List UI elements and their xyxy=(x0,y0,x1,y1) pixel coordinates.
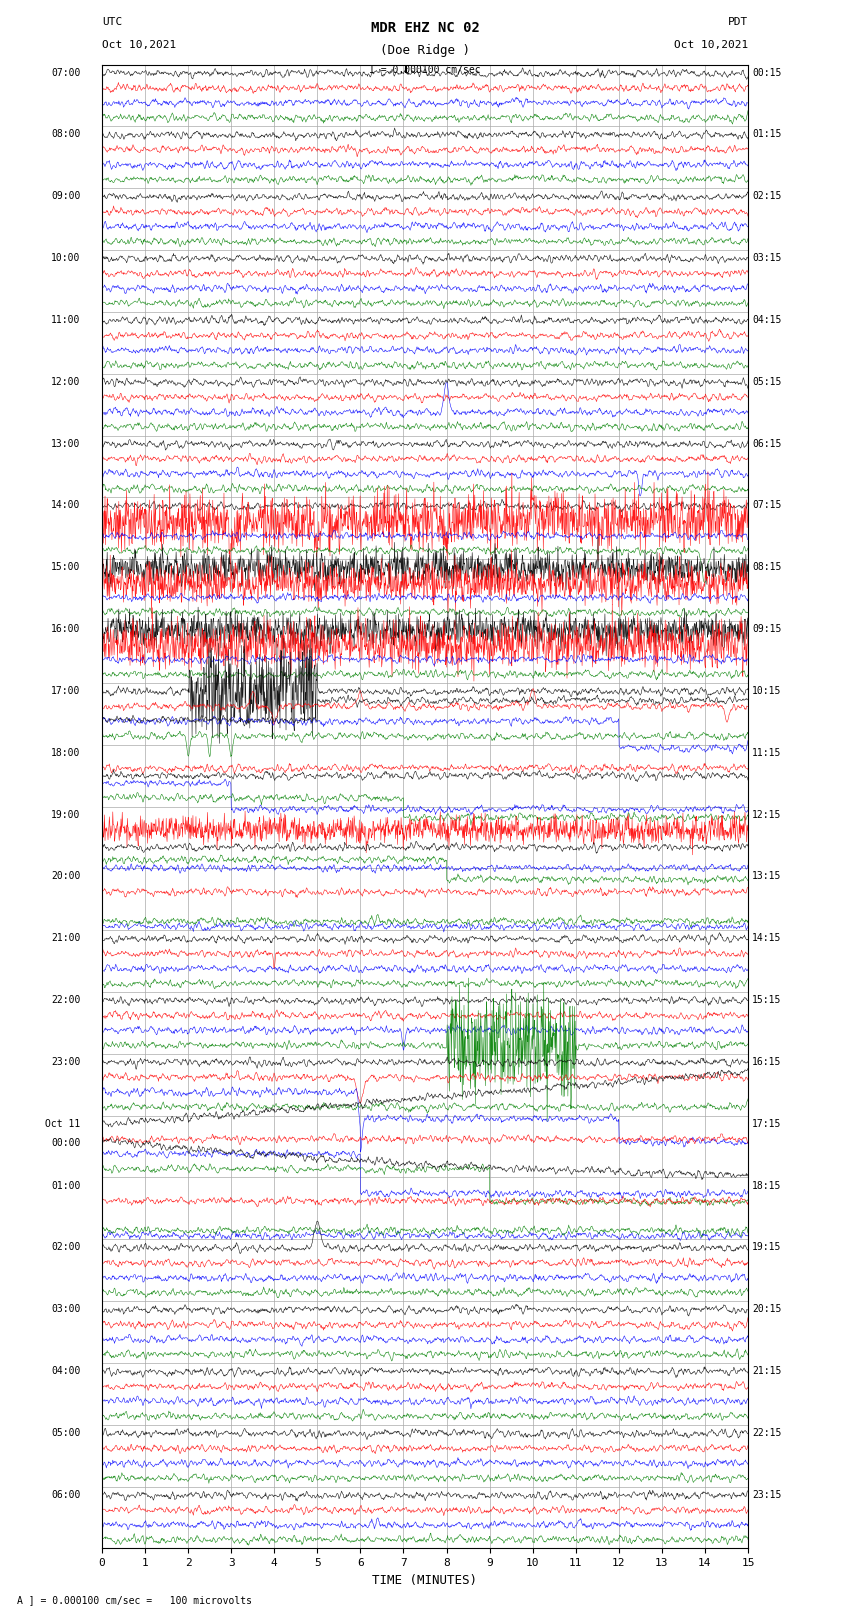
Text: 04:15: 04:15 xyxy=(752,315,782,324)
Text: 19:00: 19:00 xyxy=(51,810,81,819)
Text: 00:15: 00:15 xyxy=(752,68,782,77)
Text: 00:00: 00:00 xyxy=(51,1139,81,1148)
Text: 13:15: 13:15 xyxy=(752,871,782,881)
Text: 07:00: 07:00 xyxy=(51,68,81,77)
Text: 13:00: 13:00 xyxy=(51,439,81,448)
Text: A ] = 0.000100 cm/sec =   100 microvolts: A ] = 0.000100 cm/sec = 100 microvolts xyxy=(17,1595,252,1605)
Text: 19:15: 19:15 xyxy=(752,1242,782,1252)
Text: Oct 10,2021: Oct 10,2021 xyxy=(102,40,176,50)
Text: 03:00: 03:00 xyxy=(51,1305,81,1315)
X-axis label: TIME (MINUTES): TIME (MINUTES) xyxy=(372,1574,478,1587)
Text: 12:15: 12:15 xyxy=(752,810,782,819)
Text: 05:15: 05:15 xyxy=(752,377,782,387)
Text: Oct 10,2021: Oct 10,2021 xyxy=(674,40,748,50)
Text: 01:15: 01:15 xyxy=(752,129,782,139)
Text: 09:00: 09:00 xyxy=(51,192,81,202)
Text: 04:00: 04:00 xyxy=(51,1366,81,1376)
Text: 08:15: 08:15 xyxy=(752,563,782,573)
Text: 22:15: 22:15 xyxy=(752,1428,782,1437)
Text: 02:00: 02:00 xyxy=(51,1242,81,1252)
Text: 18:00: 18:00 xyxy=(51,748,81,758)
Text: 23:00: 23:00 xyxy=(51,1057,81,1066)
Text: 09:15: 09:15 xyxy=(752,624,782,634)
Text: 12:00: 12:00 xyxy=(51,377,81,387)
Text: 11:15: 11:15 xyxy=(752,748,782,758)
Text: MDR EHZ NC 02: MDR EHZ NC 02 xyxy=(371,21,479,35)
Text: UTC: UTC xyxy=(102,18,122,27)
Text: 22:00: 22:00 xyxy=(51,995,81,1005)
Text: 01:00: 01:00 xyxy=(51,1181,81,1190)
Text: 10:15: 10:15 xyxy=(752,686,782,695)
Text: 15:00: 15:00 xyxy=(51,563,81,573)
Text: 10:00: 10:00 xyxy=(51,253,81,263)
Text: 05:00: 05:00 xyxy=(51,1428,81,1437)
Text: 14:15: 14:15 xyxy=(752,934,782,944)
Text: 17:00: 17:00 xyxy=(51,686,81,695)
Text: 15:15: 15:15 xyxy=(752,995,782,1005)
Text: 02:15: 02:15 xyxy=(752,192,782,202)
Text: 20:15: 20:15 xyxy=(752,1305,782,1315)
Text: 23:15: 23:15 xyxy=(752,1490,782,1500)
Text: 08:00: 08:00 xyxy=(51,129,81,139)
Text: PDT: PDT xyxy=(728,18,748,27)
Text: 07:15: 07:15 xyxy=(752,500,782,510)
Text: 11:00: 11:00 xyxy=(51,315,81,324)
Text: (Doe Ridge ): (Doe Ridge ) xyxy=(380,44,470,56)
Text: 06:15: 06:15 xyxy=(752,439,782,448)
Text: 17:15: 17:15 xyxy=(752,1119,782,1129)
Text: 18:15: 18:15 xyxy=(752,1181,782,1190)
Text: I = 0.000100 cm/sec: I = 0.000100 cm/sec xyxy=(369,65,481,74)
Text: 03:15: 03:15 xyxy=(752,253,782,263)
Text: 16:15: 16:15 xyxy=(752,1057,782,1066)
Text: 06:00: 06:00 xyxy=(51,1490,81,1500)
Text: 21:00: 21:00 xyxy=(51,934,81,944)
Text: 14:00: 14:00 xyxy=(51,500,81,510)
Text: 16:00: 16:00 xyxy=(51,624,81,634)
Text: Oct 11: Oct 11 xyxy=(45,1119,81,1129)
Text: 20:00: 20:00 xyxy=(51,871,81,881)
Text: 21:15: 21:15 xyxy=(752,1366,782,1376)
